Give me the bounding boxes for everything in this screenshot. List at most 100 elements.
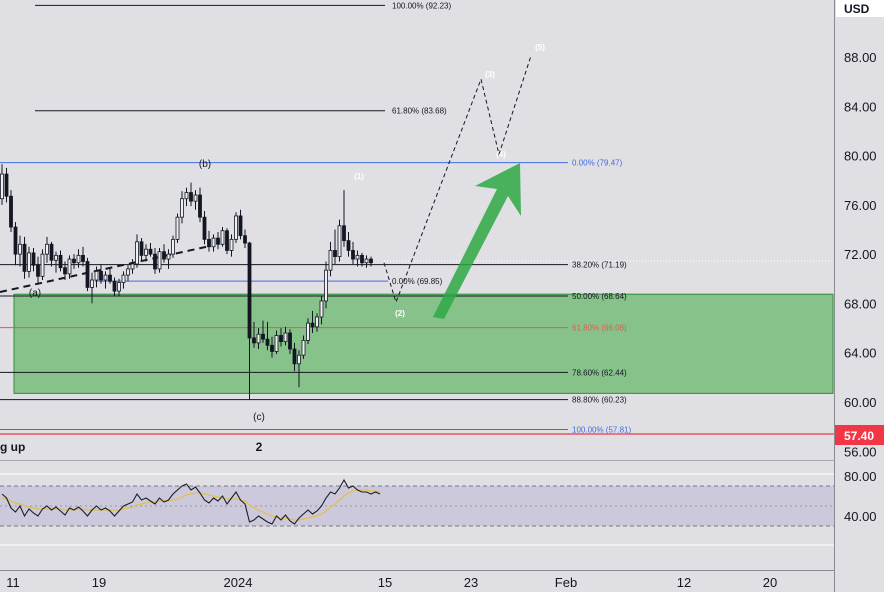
- candle-body: [351, 250, 355, 260]
- candle-body: [180, 198, 184, 218]
- candle-body: [22, 243, 27, 272]
- wave-label-5: (5): [535, 43, 545, 52]
- candle-body: [40, 253, 45, 277]
- candle-body: [117, 282, 121, 292]
- candle-body: [157, 251, 162, 270]
- candle-body: [18, 243, 22, 255]
- candle-body: [76, 254, 81, 264]
- candle-body: [63, 267, 67, 275]
- candle-body: [220, 230, 225, 245]
- fib-extension-label-0: 100.00% (92.23): [392, 1, 451, 10]
- candle-body: [292, 348, 297, 365]
- time-axis-ticks: 11 19 2024 15 23 Feb 12 20: [6, 575, 777, 590]
- candle-body: [45, 243, 49, 255]
- wave-two-marker: 2: [256, 440, 263, 454]
- candle-body: [103, 274, 108, 281]
- candle-body: [54, 254, 58, 261]
- candle-body: [121, 274, 126, 283]
- candle-body: [243, 235, 247, 244]
- time-tick: 12: [677, 575, 691, 590]
- candle-body: [274, 335, 279, 352]
- candle-body: [184, 192, 189, 200]
- candle-body: [288, 332, 292, 350]
- time-tick: 11: [6, 575, 20, 590]
- candle-body: [31, 252, 36, 266]
- fib-retracement-label-6: 100.00% (57.81): [572, 425, 631, 434]
- candle-body: [81, 254, 85, 262]
- candle-body: [216, 237, 220, 245]
- rsi-line: [1, 478, 381, 525]
- fibonacci-levels: 100.00% (92.23) 61.80% (83.68) 0.00% (79.4…: [0, 1, 631, 434]
- candle-body: [94, 270, 99, 281]
- candle-body: [238, 215, 243, 237]
- time-tick: 20: [763, 575, 777, 590]
- currency-label: USD: [844, 2, 870, 16]
- candle-body: [355, 254, 360, 260]
- price-tick: 64.00: [844, 346, 877, 361]
- price-tick: 60.00: [844, 395, 877, 410]
- currency-box[interactable]: [836, 0, 884, 17]
- price-tick: 88.00: [844, 50, 877, 65]
- price-axis-background: [834, 0, 884, 592]
- candle-body: [9, 195, 13, 228]
- wave-labels: (a) (b) (c) (1) (2) (3) (4) (5): [29, 43, 545, 423]
- candle-body: [364, 258, 369, 264]
- candle-body: [72, 258, 76, 264]
- candle-body: [90, 279, 94, 288]
- fib-retracement-label-2: 50.00% (68.64): [572, 292, 627, 301]
- candlestick-series: [0, 164, 373, 400]
- candle-body: [211, 237, 216, 248]
- price-tick: 56.00: [844, 444, 877, 459]
- rsi-tick-40: 40.00: [844, 509, 877, 524]
- candle-body: [144, 248, 148, 256]
- candle-body: [13, 226, 18, 255]
- candle-body: [333, 250, 337, 258]
- candle-body: [162, 251, 166, 260]
- candle-body: [99, 270, 103, 281]
- candle-body: [256, 333, 261, 344]
- time-tick: 15: [378, 575, 392, 590]
- candle-body: [27, 252, 31, 272]
- candle-body: [49, 243, 54, 261]
- wave-label-1: (1): [354, 172, 364, 181]
- candle-body: [171, 238, 175, 255]
- time-tick: 19: [92, 575, 106, 590]
- candle-body: [67, 258, 72, 275]
- candle-body: [252, 337, 256, 344]
- price-tick: 84.00: [844, 99, 877, 114]
- support-zone: [13, 293, 834, 394]
- price-axis-ticks: 88.00 84.00 80.00 76.00 72.00 68.00 64.00 60.00…: [844, 50, 877, 459]
- candle-body: [279, 335, 283, 343]
- wave-label-3: (3): [485, 70, 495, 79]
- time-tick: 23: [464, 575, 478, 590]
- candle-body: [130, 263, 135, 270]
- candle-body: [283, 332, 288, 343]
- bullish-arrow-icon: [433, 163, 521, 319]
- wave-label-4: (4): [496, 150, 506, 159]
- current-price-badge: [835, 425, 884, 445]
- fib-retracement-label-3: 61.80% (66.08): [572, 324, 627, 333]
- rsi-moving-average: [1, 489, 381, 521]
- candle-body: [166, 253, 171, 260]
- candle-body: [342, 225, 346, 241]
- fib-extension-label-1: 61.80% (83.68): [392, 107, 447, 116]
- wave-label-b: (b): [199, 159, 211, 170]
- candle-body: [234, 215, 238, 240]
- price-tick: 72.00: [844, 247, 877, 262]
- candle-body: [207, 238, 211, 248]
- candle-body: [360, 254, 364, 264]
- candle-body: [193, 194, 198, 202]
- candle-body: [175, 216, 180, 240]
- candle-body: [328, 250, 333, 271]
- candle-body: [265, 338, 270, 346]
- fib-retracement-label-5: 88.80% (60.23): [572, 396, 627, 405]
- fib-retracement-label-1: 38.20% (71.19): [572, 261, 627, 270]
- candle-body: [153, 253, 157, 270]
- candle-body: [198, 194, 202, 218]
- candle-body: [189, 192, 193, 202]
- candle-body: [58, 254, 63, 269]
- candle-body: [148, 248, 153, 255]
- candle-body: [310, 322, 315, 328]
- candle-body: [301, 339, 306, 356]
